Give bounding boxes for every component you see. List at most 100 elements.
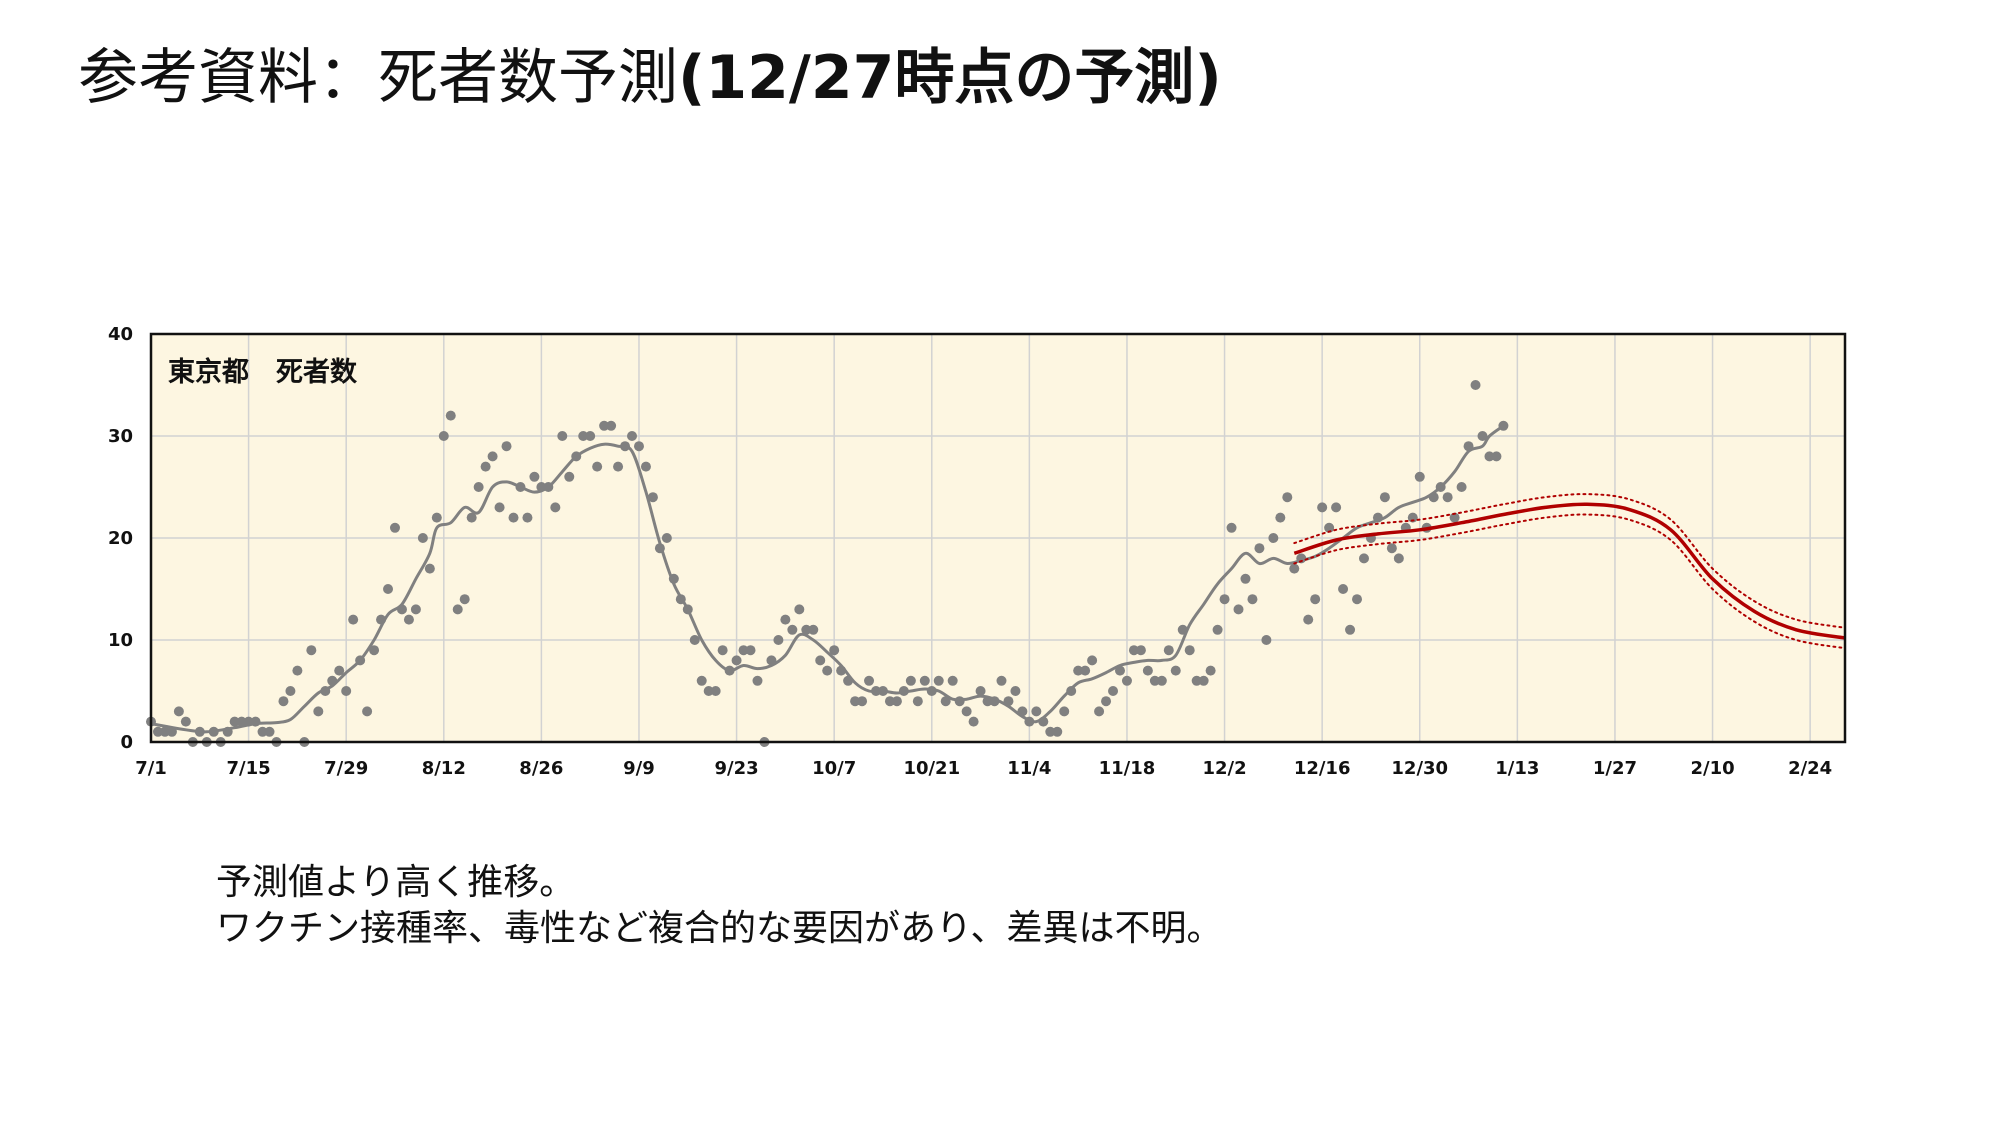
observed-point bbox=[1080, 665, 1091, 676]
observed-point bbox=[703, 686, 714, 696]
x-tick-label: 1/13 bbox=[1495, 758, 1539, 779]
observed-point bbox=[1379, 492, 1390, 503]
slide-title-sub: (12/27時点の予測) bbox=[678, 43, 1222, 113]
observed-point bbox=[508, 512, 519, 523]
x-tick-label: 8/26 bbox=[519, 758, 563, 779]
observed-point bbox=[864, 675, 875, 686]
observed-point bbox=[592, 461, 603, 472]
observed-point bbox=[1310, 594, 1321, 605]
observed-point bbox=[661, 533, 672, 543]
observed-point bbox=[369, 645, 380, 656]
observed-point bbox=[738, 645, 749, 656]
observed-point bbox=[1352, 594, 1363, 605]
y-tick-label: 30 bbox=[108, 426, 133, 447]
observed-point bbox=[1108, 686, 1119, 696]
x-tick-label: 10/21 bbox=[903, 758, 960, 779]
trend-line bbox=[150, 424, 1505, 734]
observed-point bbox=[445, 410, 456, 421]
forecast-lower-bound bbox=[1293, 513, 1846, 650]
observed-point bbox=[417, 533, 428, 543]
observed-point bbox=[947, 675, 958, 686]
observed-point bbox=[996, 675, 1007, 686]
x-tick-label: 8/12 bbox=[422, 758, 466, 779]
observed-point bbox=[1052, 726, 1063, 737]
observed-point bbox=[780, 614, 791, 625]
observed-point bbox=[696, 675, 707, 686]
slide-title: 参考資料：死者数予測(12/27時点の予測) bbox=[78, 38, 1222, 118]
observed-point bbox=[173, 706, 184, 717]
y-tick-label: 10 bbox=[108, 630, 133, 651]
observed-point bbox=[1233, 604, 1244, 615]
observed-point bbox=[1135, 645, 1146, 656]
observed-point bbox=[891, 696, 902, 707]
observed-point bbox=[473, 482, 484, 492]
observed-point bbox=[822, 665, 833, 676]
observed-point bbox=[1477, 431, 1488, 441]
observed-point bbox=[1268, 533, 1279, 543]
observed-point bbox=[264, 726, 275, 737]
observed-point bbox=[1219, 594, 1230, 605]
observed-point bbox=[1087, 655, 1098, 666]
observed-point bbox=[1156, 675, 1167, 686]
observed-point bbox=[389, 522, 400, 533]
observed-point bbox=[236, 716, 247, 727]
observed-point bbox=[1282, 492, 1293, 503]
observed-point bbox=[362, 706, 373, 717]
observed-point bbox=[438, 431, 449, 441]
observed-point bbox=[857, 696, 868, 707]
observed-point bbox=[940, 696, 951, 707]
x-tick-label: 12/16 bbox=[1294, 758, 1351, 779]
observed-point bbox=[752, 675, 763, 686]
x-tick-label: 7/15 bbox=[227, 758, 271, 779]
observed-point bbox=[348, 614, 359, 625]
observed-point bbox=[975, 686, 986, 696]
observed-point bbox=[1317, 502, 1328, 513]
observed-point bbox=[1449, 512, 1460, 523]
observed-point bbox=[808, 624, 819, 635]
observed-point bbox=[801, 624, 812, 635]
observed-point bbox=[1324, 522, 1335, 533]
observed-point bbox=[341, 686, 352, 696]
observed-point bbox=[1142, 665, 1153, 676]
observed-point bbox=[1303, 614, 1314, 625]
observed-point bbox=[787, 624, 798, 635]
observed-point bbox=[606, 420, 617, 431]
observed-point bbox=[1128, 645, 1139, 656]
observed-point bbox=[487, 451, 498, 462]
observed-point bbox=[278, 696, 289, 707]
observed-point bbox=[633, 441, 644, 452]
observed-point bbox=[180, 716, 191, 727]
observed-point bbox=[585, 431, 596, 441]
observed-point bbox=[1456, 482, 1467, 492]
observed-point bbox=[745, 645, 756, 656]
observed-point bbox=[431, 512, 442, 523]
observed-point bbox=[529, 471, 540, 482]
x-tick-label: 1/27 bbox=[1593, 758, 1637, 779]
observed-point bbox=[912, 696, 923, 707]
observed-point bbox=[1163, 645, 1174, 656]
observed-point bbox=[731, 655, 742, 666]
x-tick-label: 9/9 bbox=[623, 758, 655, 779]
observed-point bbox=[1275, 512, 1286, 523]
observed-point bbox=[1226, 522, 1237, 533]
observed-point bbox=[710, 686, 721, 696]
observed-point bbox=[1073, 665, 1084, 676]
observed-point bbox=[640, 461, 651, 472]
x-tick-label: 10/7 bbox=[812, 758, 856, 779]
y-tick-label: 0 bbox=[120, 732, 133, 753]
observed-point bbox=[1031, 706, 1042, 717]
observed-point bbox=[383, 584, 394, 594]
observed-point bbox=[1240, 573, 1251, 584]
observed-point bbox=[494, 502, 505, 513]
observed-point bbox=[452, 604, 463, 615]
observed-point bbox=[1393, 553, 1404, 564]
observed-point bbox=[1289, 563, 1300, 574]
observed-point bbox=[403, 614, 414, 625]
observed-point bbox=[1191, 675, 1202, 686]
y-tick-label: 40 bbox=[108, 324, 133, 345]
observed-point bbox=[1338, 584, 1349, 594]
body-line-1: 予測値より高く推移。 bbox=[216, 862, 576, 903]
observed-point bbox=[1254, 543, 1265, 554]
x-tick-label: 2/10 bbox=[1690, 758, 1734, 779]
